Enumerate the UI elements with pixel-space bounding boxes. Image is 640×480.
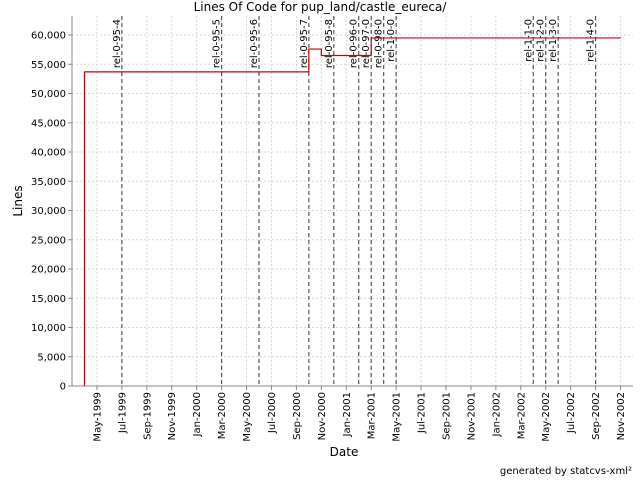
chart-title: Lines Of Code for pup_land/castle_eureca… [194, 0, 448, 14]
x-tick-label: Nov-1999 [167, 392, 178, 440]
y-tick-label: 20,000 [31, 265, 66, 276]
release-label: rel-0-95-4 [112, 19, 123, 68]
x-tick-label: May-2000 [242, 392, 253, 442]
release-label: rel-0-95-5 [212, 19, 223, 68]
release-label: rel-0-95-6 [249, 19, 260, 68]
x-tick-label: Mar-2001 [367, 392, 378, 439]
y-tick-label: 45,000 [31, 118, 66, 129]
y-tick-label: 60,000 [31, 31, 66, 42]
x-tick-label: Jan-2002 [491, 392, 502, 437]
line-series [83, 37, 621, 386]
y-tick-label: 25,000 [31, 235, 66, 246]
x-tick-label: Jul-2001 [417, 392, 428, 434]
y-tick-label: 15,000 [31, 294, 66, 305]
release-label: rel-1-1-0 [523, 19, 534, 62]
x-tick-label: Mar-2000 [217, 392, 228, 439]
y-tick-label: 30,000 [31, 206, 66, 217]
release-label: rel-0-98-0 [374, 19, 385, 68]
x-axis-label: Date [330, 445, 359, 459]
y-tick-label: 35,000 [31, 177, 66, 188]
x-tick-label: Jul-1999 [117, 392, 128, 434]
x-tick-label: Nov-2000 [317, 392, 328, 440]
x-tick-label: Sep-2002 [591, 392, 602, 440]
y-tick-label: 0 [60, 382, 66, 393]
release-label: rel-0-97-0 [361, 19, 372, 68]
x-tick-label: Sep-2001 [442, 392, 453, 440]
x-tick-label: Nov-2001 [466, 392, 477, 440]
x-tick-label: Jan-2000 [192, 392, 203, 437]
x-tick-label: May-2001 [392, 392, 403, 442]
y-tick-label: 50,000 [31, 89, 66, 100]
y-tick-label: 10,000 [31, 323, 66, 334]
x-tick-label: Mar-2002 [516, 392, 527, 439]
x-tick-label: May-2002 [541, 392, 552, 442]
y-tick-label: 40,000 [31, 148, 66, 159]
x-tick-label: May-1999 [92, 392, 103, 442]
x-tick-label: Sep-2000 [292, 392, 303, 440]
release-label: rel-0-96-0 [349, 19, 360, 68]
y-tick-label: 5,000 [37, 352, 66, 363]
x-tick-label: Jan-2001 [342, 392, 353, 437]
y-axis-label: Lines [11, 185, 25, 216]
release-label: rel-1-0-0 [386, 19, 397, 62]
footer: generated by statcvs-xml² [500, 466, 632, 477]
release-label: rel-0-95-8 [324, 19, 335, 68]
x-tick-label: Nov-2002 [616, 392, 627, 440]
release-label: rel-0-95-7 [299, 19, 310, 68]
release-label: rel-1-3-0 [548, 19, 559, 62]
x-tick-label: Jul-2000 [267, 392, 278, 434]
y-tick-label: 55,000 [31, 60, 66, 71]
release-label: rel-1-4-0 [586, 19, 597, 62]
x-tick-label: Sep-1999 [142, 392, 153, 440]
release-label: rel-1-2-0 [536, 19, 547, 62]
x-tick-label: Jul-2002 [566, 392, 577, 434]
